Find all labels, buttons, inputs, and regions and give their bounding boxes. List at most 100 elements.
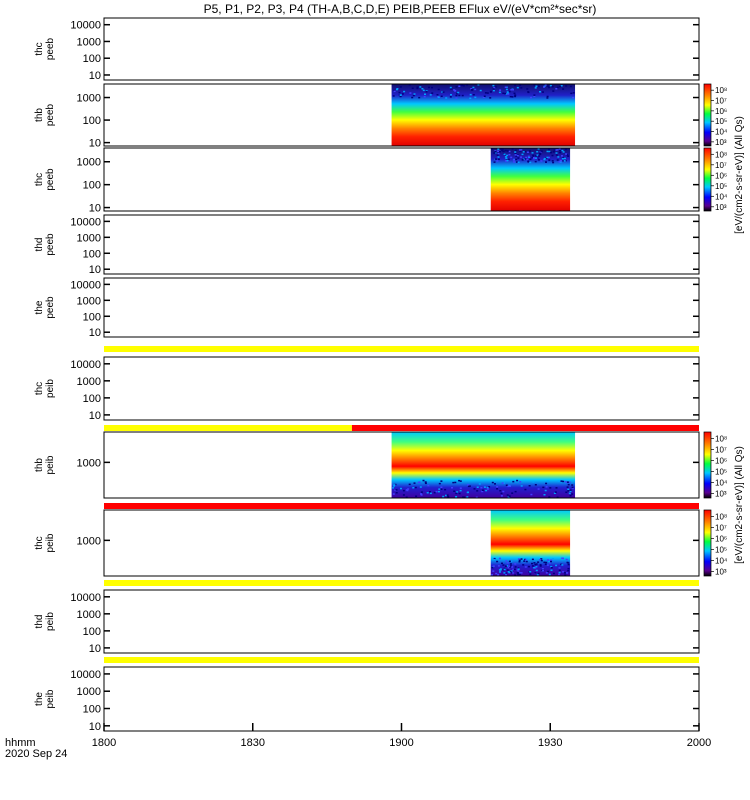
y-tick-label: 10000 bbox=[70, 20, 101, 32]
y-tick-label: 100 bbox=[83, 311, 101, 323]
time-axis: 1800 1830 1900 1930 2000 bbox=[92, 723, 711, 749]
colorbar-tick-label: 10³ bbox=[715, 203, 727, 212]
colorbar-ion-upper bbox=[703, 431, 712, 499]
spectrogram-speckle bbox=[491, 148, 570, 164]
colorbar-tick-label: 10⁴ bbox=[715, 128, 728, 137]
y-tick-label: 1000 bbox=[77, 232, 101, 244]
x-tick-label: 1830 bbox=[241, 737, 265, 749]
colorbar-tick-label: 10⁷ bbox=[715, 97, 727, 106]
y-tick-label: 10 bbox=[89, 410, 101, 422]
panel-frame bbox=[103, 431, 700, 499]
panel-probe-label: thc bbox=[34, 382, 45, 395]
colorbar-tick-label: 10⁶ bbox=[715, 171, 727, 180]
colorbar-tick-label: 10⁵ bbox=[715, 546, 727, 555]
colorbar-ion-lower bbox=[703, 509, 712, 577]
colorbar-tick-label: 10⁸ bbox=[715, 435, 727, 444]
y-tick-label: 1000 bbox=[77, 157, 101, 169]
flag-bar bbox=[104, 346, 699, 352]
panel-probe-label: thd bbox=[34, 615, 45, 629]
panel-frame bbox=[103, 589, 700, 654]
panel-frame bbox=[103, 83, 700, 147]
panel-thc-peib: 1000 thc peib bbox=[34, 509, 700, 586]
y-tick-label: 100 bbox=[83, 393, 101, 405]
y-tick-label: 10 bbox=[89, 643, 101, 655]
panel-thc-peeb: 10 100 1000 thc peeb bbox=[34, 147, 700, 215]
panel-probe-label: thb bbox=[34, 108, 45, 122]
colorbar-ion: 10³ 10⁴ 10⁵ 10⁶ 10⁷ 10⁸ 10³ 10⁴ 10⁵ 10⁶ 10⁷ 10⁸ [e… bbox=[703, 431, 745, 577]
y-tick-label: 1000 bbox=[77, 36, 101, 48]
colorbar-tick-label: 10⁸ bbox=[715, 86, 727, 95]
panel-the-peeb: 10 100 1000 10000 the peeb bbox=[34, 277, 700, 352]
colorbar-ion-lower-ticks: 10³ 10⁴ 10⁵ 10⁶ 10⁷ 10⁸ bbox=[711, 513, 728, 577]
y-tick-label: 100 bbox=[83, 248, 101, 260]
colorbar-tick-label: 10⁵ bbox=[715, 117, 727, 126]
y-tick-label: 10000 bbox=[70, 279, 101, 291]
panel-frame bbox=[103, 277, 700, 338]
y-tick-label: 10 bbox=[89, 138, 101, 150]
panel-probe-label: thc bbox=[34, 173, 45, 186]
y-tick-label: 10000 bbox=[70, 592, 101, 604]
x-axis-label: hhmm bbox=[5, 737, 36, 749]
spectrogram-speckle bbox=[491, 557, 570, 576]
colorbar-electron-label: [eV/(cm2-s-sr-eV)] (All Qs) bbox=[734, 116, 745, 234]
y-tick-label: 100 bbox=[83, 115, 101, 127]
colorbar-tick-label: 10⁶ bbox=[715, 535, 727, 544]
colorbar-tick-label: 10⁷ bbox=[715, 161, 727, 170]
spectrogram-speckle bbox=[392, 84, 575, 99]
colorbar-tick-label: 10⁴ bbox=[715, 192, 728, 201]
panel-product-label: peib bbox=[45, 689, 56, 708]
colorbar-tick-label: 10⁵ bbox=[715, 182, 727, 191]
y-tick-label: 10 bbox=[89, 264, 101, 276]
panel-product-label: peib bbox=[45, 612, 56, 631]
flag-bar bbox=[104, 657, 699, 663]
flag-bar-red bbox=[351, 425, 699, 431]
panel-frame bbox=[103, 356, 700, 421]
x-tick-label: 1800 bbox=[92, 737, 116, 749]
panel-thc-peib: 10 100 1000 10000 thc peib bbox=[34, 356, 700, 431]
colorbar-tick-label: 10³ bbox=[715, 490, 727, 499]
y-tick-label: 100 bbox=[83, 180, 101, 192]
panel-product-label: peib bbox=[45, 455, 56, 474]
flag-bar bbox=[104, 580, 699, 586]
panel-product-label: peib bbox=[45, 533, 56, 552]
panel-frame bbox=[103, 509, 700, 577]
panel-probe-label: thc bbox=[34, 536, 45, 549]
y-tick-label: 1000 bbox=[77, 535, 101, 547]
y-tick-label: 10 bbox=[89, 327, 101, 339]
panel-product-label: peeb bbox=[45, 168, 56, 191]
figure-title: P5, P1, P2, P3, P4 (TH-A,B,C,D,E) PEIB,P… bbox=[204, 2, 597, 16]
y-tick-label: 10 bbox=[89, 203, 101, 215]
panel-product-label: peeb bbox=[45, 103, 56, 126]
panel-frame bbox=[103, 17, 700, 81]
y-tick-label: 1000 bbox=[77, 686, 101, 698]
panel-probe-label: thc bbox=[34, 42, 45, 55]
colorbar-tick-label: 10³ bbox=[715, 138, 727, 147]
flag-bar bbox=[104, 503, 699, 509]
y-tick-label: 1000 bbox=[77, 295, 101, 307]
panel-probe-label: the bbox=[34, 300, 45, 314]
x-tick-label: 1930 bbox=[538, 737, 562, 749]
y-tick-label: 1000 bbox=[77, 93, 101, 105]
y-tick-label: 10000 bbox=[70, 216, 101, 228]
panel-product-label: peeb bbox=[45, 37, 56, 60]
panel-frame bbox=[103, 147, 700, 212]
colorbar-tick-label: 10⁷ bbox=[715, 524, 727, 533]
colorbar-tick-label: 10⁶ bbox=[715, 107, 727, 116]
colorbar-tick-label: 10⁸ bbox=[715, 513, 727, 522]
x-axis-date: 2020 Sep 24 bbox=[5, 748, 67, 760]
panel-thc-peeb: 10 100 1000 10000 thc peeb bbox=[34, 17, 700, 82]
colorbar-electron-upper bbox=[703, 83, 712, 147]
colorbar-tick-label: 10⁷ bbox=[715, 446, 727, 455]
colorbar-tick-label: 10⁴ bbox=[715, 479, 728, 488]
y-tick-label: 10 bbox=[89, 70, 101, 82]
colorbar-tick-label: 10⁵ bbox=[715, 468, 727, 477]
y-tick-label: 100 bbox=[83, 53, 101, 65]
colorbar-ion-upper-ticks: 10³ 10⁴ 10⁵ 10⁶ 10⁷ 10⁸ bbox=[711, 435, 728, 499]
y-tick-label: 1000 bbox=[77, 609, 101, 621]
colorbar-tick-label: 10³ bbox=[715, 568, 727, 577]
